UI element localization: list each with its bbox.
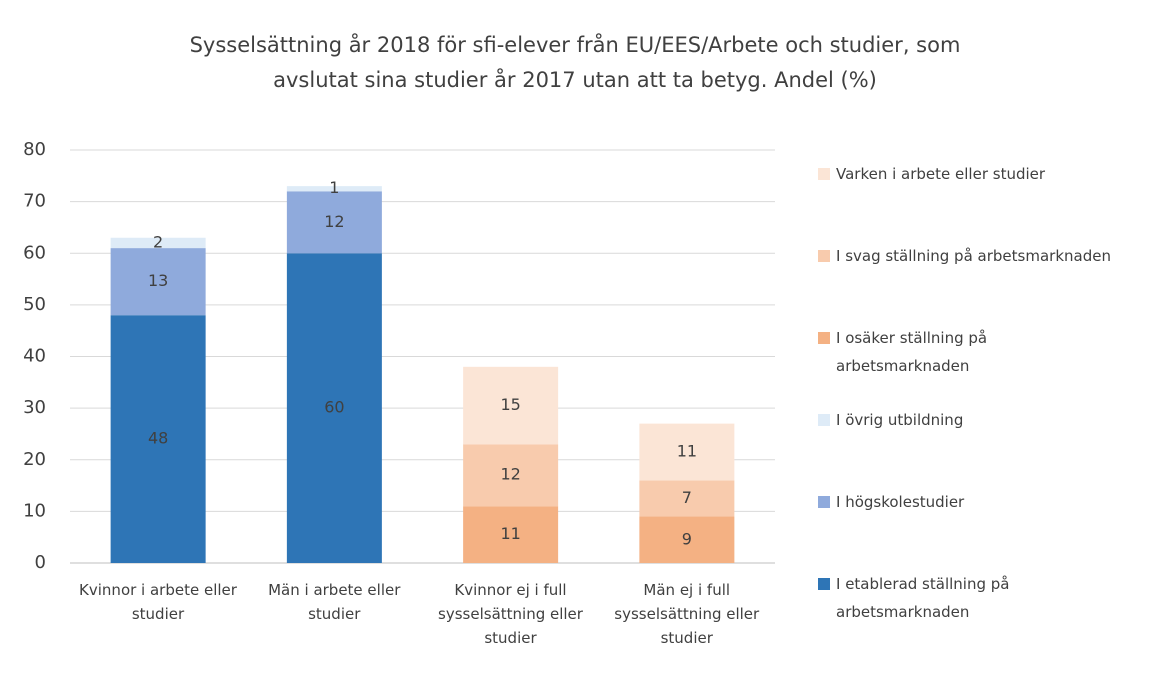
data-label: 7 — [682, 488, 692, 507]
data-label: 9 — [682, 529, 692, 548]
bar-segment — [463, 444, 559, 507]
legend-label: I etablerad ställning på arbetsmarknaden — [836, 575, 1010, 621]
legend-swatch — [818, 332, 830, 344]
data-label: 13 — [148, 271, 168, 290]
legend-swatch — [818, 578, 830, 590]
y-tick-label: 40 — [23, 346, 46, 367]
bar-segment — [286, 186, 382, 192]
chart-title: Sysselsättning år 2018 för sfi-elever fr… — [189, 33, 961, 92]
bar-segment — [463, 506, 559, 563]
legend-swatch — [818, 414, 830, 426]
legend-item: Varken i arbete eller studier — [818, 160, 1118, 242]
legend-swatch — [818, 250, 830, 262]
x-tick-label: Kvinnor ej i full sysselsättning eller s… — [438, 581, 583, 647]
data-label: 12 — [324, 212, 344, 231]
legend-label: I övrig utbildning — [836, 411, 964, 429]
y-tick-label: 30 — [23, 397, 46, 418]
bar-segment — [110, 315, 206, 563]
legend-swatch — [818, 496, 830, 508]
x-tick-label: Män i arbete eller studier — [268, 581, 401, 623]
legend-swatch — [818, 168, 830, 180]
legend-item: I högskolestudier — [818, 488, 1118, 570]
data-label: 15 — [500, 395, 520, 414]
legend-label: I högskolestudier — [836, 493, 965, 511]
data-label: 12 — [500, 465, 520, 484]
bar-segment — [639, 480, 735, 517]
legend: Varken i arbete eller studier I svag stäl… — [818, 160, 1118, 652]
y-tick-label: 50 — [23, 294, 46, 315]
legend-item: I etablerad ställning på arbetsmarknaden — [818, 570, 1118, 652]
legend-item: I övrig utbildning — [818, 406, 1118, 488]
x-tick-label: Män ej i full sysselsättning eller studi… — [614, 581, 760, 647]
y-tick-label: 70 — [23, 191, 46, 212]
legend-item: I osäker ställning på arbetsmarknaden — [818, 324, 1118, 406]
bar-segment — [463, 366, 559, 445]
bar-segment — [110, 248, 206, 316]
data-label: 48 — [148, 429, 168, 448]
y-tick-label: 60 — [23, 242, 46, 263]
data-label: 1 — [329, 178, 339, 197]
data-label: 60 — [324, 398, 344, 417]
legend-item: I svag ställning på arbetsmarknaden — [818, 242, 1118, 324]
bar-segment — [286, 191, 382, 254]
legend-label: I osäker ställning på arbetsmarknaden — [836, 329, 988, 375]
legend-label: I svag ställning på arbetsmarknaden — [836, 247, 1111, 265]
legend-label: Varken i arbete eller studier — [836, 165, 1046, 183]
bar-segment — [110, 237, 206, 249]
y-tick-label: 0 — [35, 552, 46, 573]
x-tick-label: Kvinnor i arbete eller studier — [79, 581, 237, 623]
data-label: 2 — [153, 232, 163, 251]
y-tick-label: 20 — [23, 449, 46, 470]
data-label: 11 — [500, 524, 520, 543]
bar-segment — [286, 253, 382, 563]
y-tick-label: 10 — [23, 500, 46, 521]
bar-segment — [639, 516, 735, 563]
y-tick-label: 80 — [23, 139, 46, 160]
bar-segment — [639, 423, 735, 481]
data-label: 11 — [677, 442, 697, 461]
